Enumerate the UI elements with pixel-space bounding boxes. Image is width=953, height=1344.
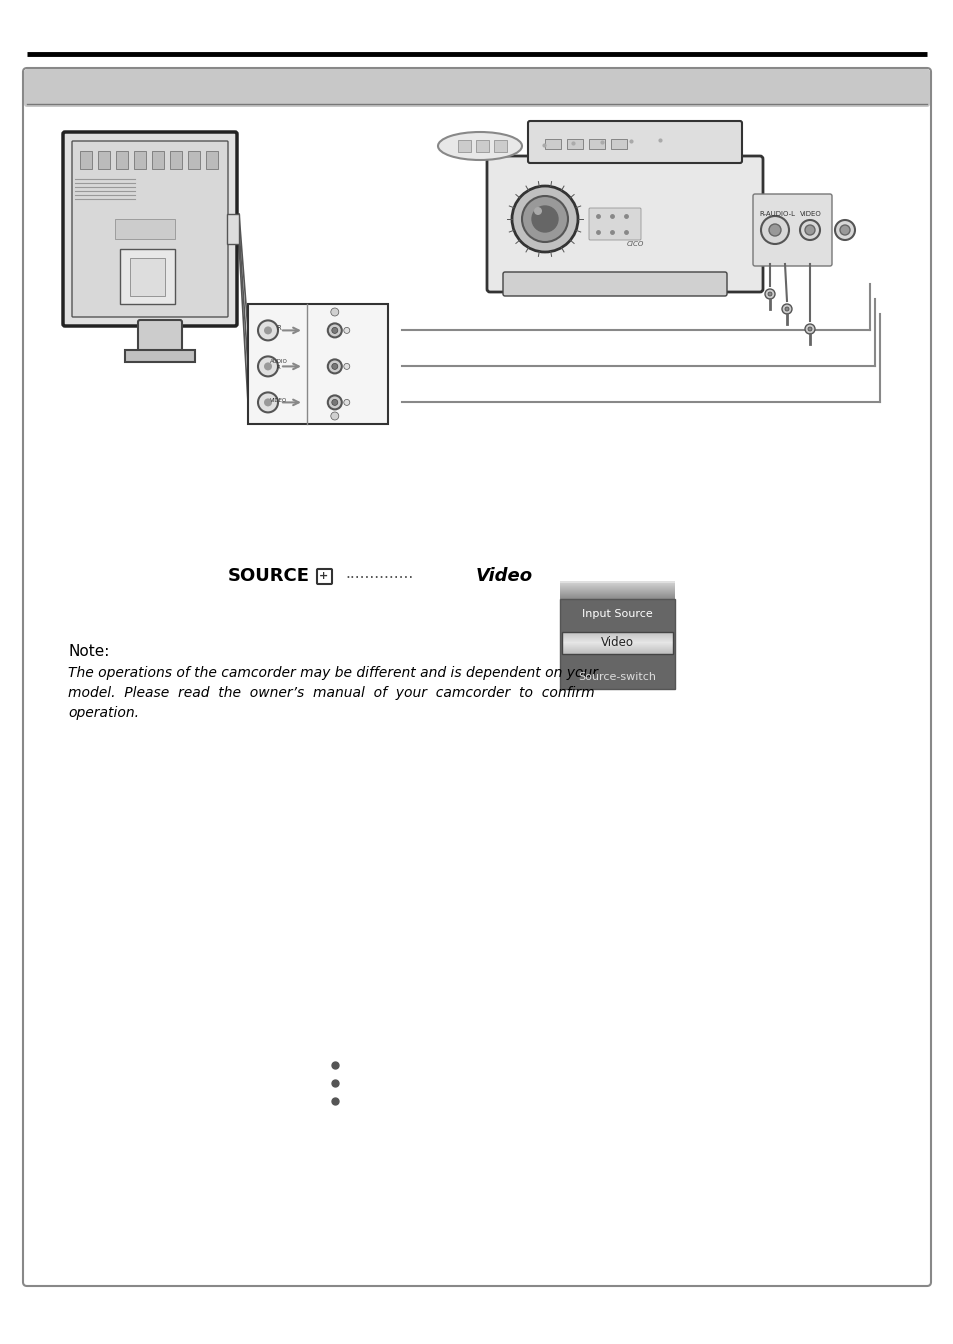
Bar (544, 138, 560, 149)
FancyBboxPatch shape (63, 132, 236, 327)
Bar (566, 138, 582, 149)
Bar (152, 151, 164, 169)
Text: Video: Video (600, 637, 634, 649)
Ellipse shape (437, 132, 521, 160)
Circle shape (257, 356, 277, 376)
Bar (494, 140, 506, 152)
Circle shape (332, 399, 337, 406)
FancyBboxPatch shape (23, 69, 930, 1286)
Bar (248, 304, 388, 423)
Bar (115, 219, 174, 239)
Bar (588, 138, 604, 149)
Text: Source-switch: Source-switch (578, 672, 656, 681)
Bar (561, 632, 672, 655)
Bar (125, 349, 194, 362)
Circle shape (512, 185, 578, 253)
FancyBboxPatch shape (24, 69, 929, 108)
Text: Input Source: Input Source (581, 609, 652, 620)
Circle shape (534, 207, 541, 215)
Bar (610, 138, 626, 149)
FancyBboxPatch shape (588, 208, 640, 241)
FancyBboxPatch shape (527, 121, 741, 163)
Circle shape (840, 224, 849, 235)
Text: ..............: .............. (345, 567, 413, 582)
Bar (116, 151, 128, 169)
Circle shape (257, 392, 277, 413)
Bar (27, 87, 926, 103)
Text: Video: Video (476, 567, 533, 585)
Text: R-AUDIO-L: R-AUDIO-L (759, 211, 795, 216)
Bar (170, 151, 182, 169)
Bar (457, 140, 471, 152)
Circle shape (804, 224, 814, 235)
Circle shape (257, 320, 277, 340)
Text: The operations of the camcorder may be different and is dependent on your: The operations of the camcorder may be d… (68, 667, 598, 680)
Bar (559, 581, 675, 583)
Circle shape (332, 363, 337, 370)
Circle shape (781, 304, 791, 314)
Circle shape (264, 398, 272, 406)
Circle shape (807, 327, 811, 331)
Text: +: + (319, 571, 328, 581)
Circle shape (331, 308, 338, 316)
Text: CICO: CICO (626, 241, 643, 247)
Circle shape (834, 220, 854, 241)
Circle shape (332, 328, 337, 333)
Circle shape (768, 224, 781, 237)
Bar (206, 151, 218, 169)
Circle shape (328, 324, 341, 337)
Bar (133, 151, 146, 169)
Circle shape (764, 289, 774, 298)
Circle shape (264, 363, 272, 371)
Circle shape (343, 363, 350, 370)
Bar (130, 258, 165, 296)
FancyBboxPatch shape (316, 569, 332, 585)
Circle shape (800, 220, 820, 241)
Bar (227, 214, 239, 245)
Circle shape (328, 395, 341, 410)
Circle shape (264, 327, 272, 335)
FancyBboxPatch shape (71, 141, 228, 317)
Circle shape (532, 206, 558, 233)
Circle shape (343, 328, 350, 333)
Circle shape (328, 359, 341, 374)
Circle shape (331, 413, 338, 419)
Text: AUDIO
R: AUDIO R (270, 359, 288, 370)
Text: Note:: Note: (68, 644, 110, 659)
Bar (120, 249, 174, 304)
Text: R: R (276, 325, 281, 332)
Text: operation.: operation. (68, 706, 139, 720)
FancyBboxPatch shape (752, 194, 831, 266)
FancyBboxPatch shape (138, 320, 182, 356)
Circle shape (760, 216, 788, 245)
Text: VIDEO: VIDEO (270, 398, 287, 403)
Bar (188, 151, 200, 169)
Circle shape (767, 292, 771, 296)
Circle shape (521, 196, 567, 242)
Bar (98, 151, 110, 169)
Text: model.  Please  read  the  owner’s  manual  of  your  camcorder  to  confirm: model. Please read the owner’s manual of… (68, 685, 594, 700)
Text: SOURCE: SOURCE (228, 567, 310, 585)
Circle shape (784, 306, 788, 310)
Text: VIDEO: VIDEO (800, 211, 821, 216)
Bar (80, 151, 91, 169)
Bar (476, 140, 489, 152)
Circle shape (804, 324, 814, 335)
FancyBboxPatch shape (502, 271, 726, 296)
Bar (559, 599, 675, 689)
FancyBboxPatch shape (486, 156, 762, 292)
Circle shape (343, 399, 350, 406)
